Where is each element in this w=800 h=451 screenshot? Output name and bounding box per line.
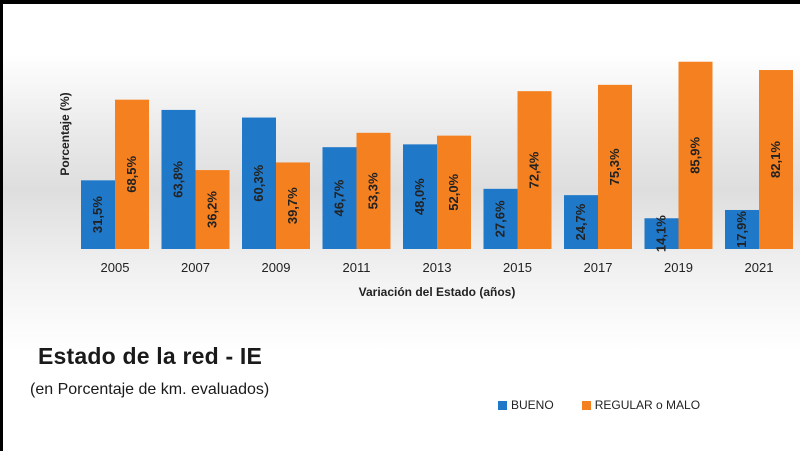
x-tick-labels: 2005 2007 2009 2011 2013 2015 2017 2019 2021 — [101, 260, 774, 275]
bar-regular-o-malo-2017 — [598, 84, 632, 249]
data-label-regular-o-malo-2007: 36,2% — [205, 191, 220, 228]
bar-regular-o-malo-2007 — [195, 170, 230, 249]
bar-bueno-2011 — [322, 147, 357, 249]
data-label-regular-o-malo-2015: 72,4% — [527, 151, 542, 188]
bar-bueno-2007 — [161, 109, 196, 249]
frame-left-border — [0, 0, 3, 451]
x-tick-2005: 2005 — [101, 260, 130, 275]
data-label-bueno-2011: 46,7% — [332, 179, 347, 216]
x-axis-title: Variación del Estado (años) — [359, 285, 516, 299]
frame-top-border — [0, 0, 800, 4]
legend: BUENO REGULAR o MALO — [498, 398, 728, 412]
bar-bueno-2019 — [644, 218, 679, 249]
bar-bueno-2021 — [725, 209, 759, 249]
bars-layer — [81, 61, 793, 250]
bar-regular-o-malo-2013 — [437, 135, 471, 249]
chart-title: Estado de la red - IE — [38, 343, 263, 369]
x-tick-2017: 2017 — [584, 260, 613, 275]
chart-subtitle: (en Porcentaje de km. evaluados) — [30, 381, 270, 398]
x-tick-2013: 2013 — [423, 260, 452, 275]
data-label-bueno-2009: 60,3% — [251, 164, 266, 201]
bar-regular-o-malo-2019 — [678, 61, 713, 249]
data-label-bueno-2017: 24,7% — [573, 203, 588, 240]
y-axis-title: Porcentaje (%) — [58, 92, 72, 175]
data-label-regular-o-malo-2005: 68,5% — [124, 155, 139, 192]
bar-bueno-2017 — [564, 195, 598, 249]
data-label-regular-o-malo-2011: 53,3% — [366, 172, 381, 209]
x-tick-2015: 2015 — [503, 260, 532, 275]
bar-regular-o-malo-2005 — [115, 99, 149, 249]
bar-bueno-2015 — [483, 188, 518, 249]
legend-item-bueno: BUENO — [498, 398, 554, 412]
x-tick-2021: 2021 — [745, 260, 774, 275]
data-label-regular-o-malo-2021: 82,1% — [768, 141, 783, 178]
data-label-regular-o-malo-2013: 52,0% — [446, 173, 461, 210]
data-label-bueno-2013: 48,0% — [412, 178, 427, 215]
data-label-regular-o-malo-2017: 75,3% — [607, 148, 622, 185]
x-tick-2009: 2009 — [262, 260, 291, 275]
bar-regular-o-malo-2009 — [276, 162, 310, 249]
data-label-regular-o-malo-2019: 85,9% — [688, 137, 703, 174]
legend-item-regular-malo: REGULAR o MALO — [581, 398, 701, 412]
bar-bueno-2009 — [242, 117, 276, 250]
legend-swatch-bueno — [498, 400, 507, 410]
data-labels-layer: 31,5% 68,5% 63,8% 36,2% 60,3% 39,7% 46,7% 53,3%… — [90, 137, 783, 253]
data-label-regular-o-malo-2009: 39,7% — [285, 187, 300, 224]
x-tick-2019: 2019 — [664, 260, 693, 275]
legend-label-regular-malo: REGULAR o MALO — [594, 398, 701, 412]
legend-swatch-regular-malo — [581, 400, 591, 410]
x-tick-2007: 2007 — [181, 260, 210, 275]
bar-regular-o-malo-2011 — [356, 132, 391, 249]
data-label-bueno-2007: 63,8% — [171, 161, 186, 198]
data-label-bueno-2021: 17,9% — [734, 211, 749, 248]
data-label-bueno-2015: 27,6% — [493, 200, 508, 237]
bar-regular-o-malo-2021 — [759, 70, 793, 249]
data-label-bueno-2019: 14,1% — [654, 215, 669, 252]
bar-bueno-2013 — [403, 144, 437, 249]
bar-regular-o-malo-2015 — [517, 91, 552, 249]
x-tick-2011: 2011 — [343, 260, 371, 275]
legend-label-bueno: BUENO — [511, 398, 554, 412]
data-label-bueno-2005: 31,5% — [90, 196, 105, 233]
bar-bueno-2005 — [81, 180, 115, 249]
